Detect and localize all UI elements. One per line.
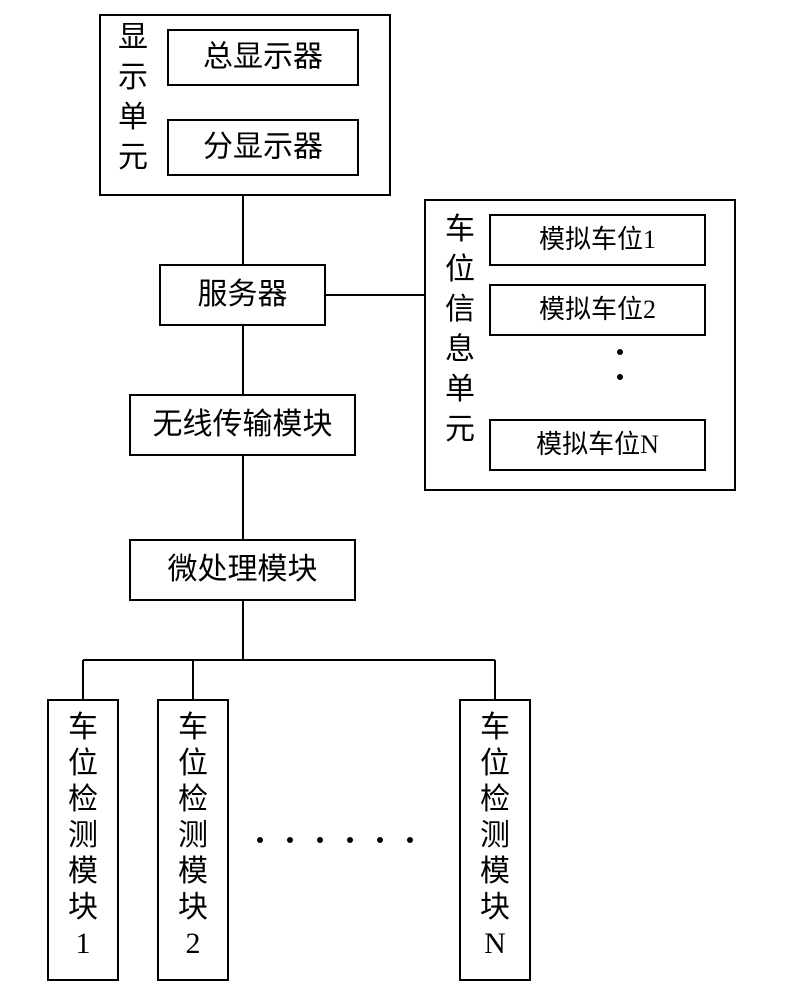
parking-info-label-3: 息: [445, 333, 475, 366]
detector-hdot-1: [287, 837, 293, 843]
detector-2-char-3: 测: [480, 819, 510, 852]
detector-hdot-2: [317, 837, 323, 843]
detector-hdot-3: [347, 837, 353, 843]
display-unit-label-0: 显: [118, 21, 148, 54]
sim-parking-1-label: 模拟车位2: [539, 295, 656, 324]
system-block-diagram: 显示单元总显示器分显示器服务器无线传输模块微处理模块车位信息单元模拟车位1模拟车…: [0, 0, 785, 1000]
detector-1-char-6: 2: [186, 927, 201, 960]
mcu-module-label: 微处理模块: [168, 553, 318, 586]
detector-hdot-5: [407, 837, 413, 843]
server-label: 服务器: [198, 278, 288, 311]
detector-hdot-0: [257, 837, 263, 843]
detector-0-char-0: 车: [68, 711, 98, 744]
parking-info-label-2: 信: [445, 293, 475, 326]
wireless-module-label: 无线传输模块: [153, 408, 333, 441]
parking-info-label-5: 元: [445, 413, 475, 446]
detector-1-char-3: 测: [178, 819, 208, 852]
detector-1-char-0: 车: [178, 711, 208, 744]
detector-1-char-5: 块: [178, 891, 208, 924]
detector-1-char-4: 模: [178, 855, 208, 888]
detector-1-char-2: 检: [178, 783, 208, 816]
detector-0-char-4: 模: [68, 855, 98, 888]
detector-1-char-1: 位: [178, 747, 208, 780]
detector-2-char-5: 块: [480, 891, 510, 924]
display-unit-label-2: 单: [118, 101, 148, 134]
detector-0-char-6: 1: [76, 927, 91, 960]
sub-display-label: 分显示器: [203, 130, 323, 163]
detector-2-char-0: 车: [480, 711, 510, 744]
parking-info-label-0: 车: [445, 213, 475, 246]
detector-2-char-2: 检: [480, 783, 510, 816]
detector-0-char-2: 检: [68, 783, 98, 816]
main-display-label: 总显示器: [203, 40, 323, 73]
detector-2-char-1: 位: [480, 747, 510, 780]
detector-hdot-4: [377, 837, 383, 843]
parking-info-label-1: 位: [445, 253, 475, 286]
detector-2-char-4: 模: [480, 855, 510, 888]
sim-parking-0-label: 模拟车位1: [539, 225, 656, 254]
parking-info-label-4: 单: [445, 373, 475, 406]
detector-0-char-1: 位: [68, 747, 98, 780]
detector-2-char-6: N: [484, 927, 506, 960]
parking-vdot-0: [617, 349, 623, 355]
display-unit-label-1: 示: [118, 61, 148, 94]
display-unit-label-3: 元: [118, 141, 148, 174]
detector-0-char-3: 测: [68, 819, 98, 852]
parking-vdot-1: [617, 374, 623, 380]
detector-0-char-5: 块: [68, 891, 98, 924]
sim-parking-2-label: 模拟车位N: [536, 430, 659, 459]
